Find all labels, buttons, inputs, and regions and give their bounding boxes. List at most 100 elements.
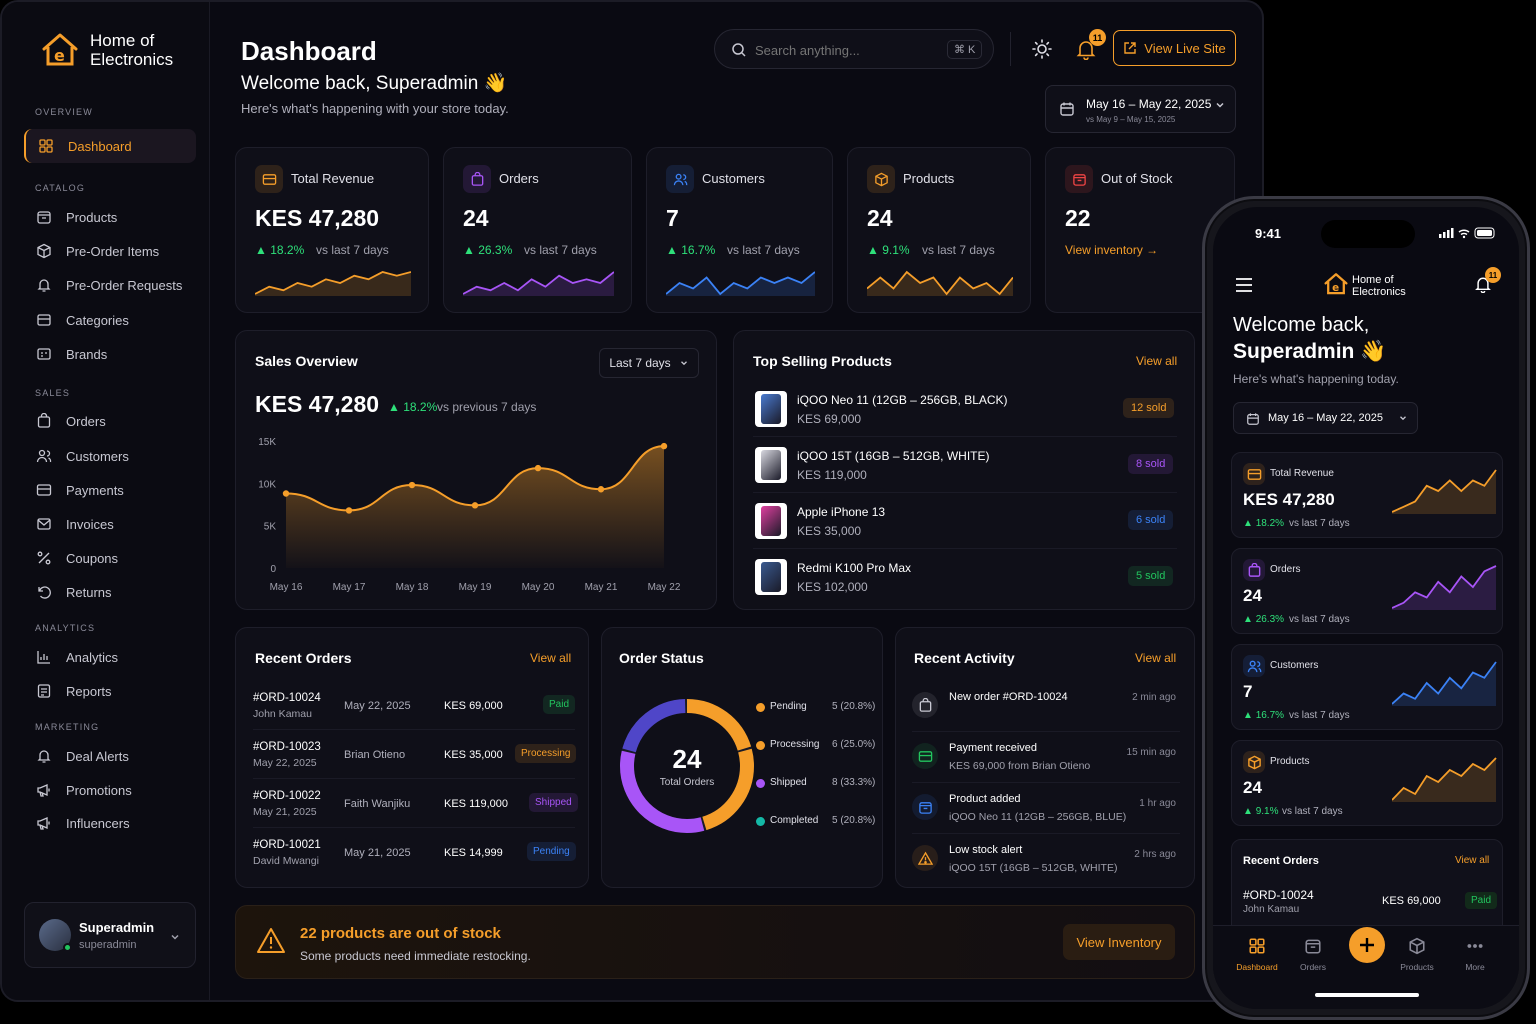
brand-logo[interactable]: e Home of Electronics bbox=[40, 30, 173, 70]
top-selling-view-all[interactable]: View all bbox=[1136, 354, 1178, 368]
doc-icon bbox=[37, 684, 51, 698]
sun-icon[interactable] bbox=[1031, 38, 1053, 60]
tab-dashboard[interactable]: Dashboard bbox=[1221, 937, 1293, 972]
sidebar-item-deal-alerts[interactable]: Deal Alerts bbox=[24, 739, 196, 773]
bell-icon[interactable] bbox=[1075, 38, 1097, 60]
top-product-row[interactable]: Redmi K100 Pro Max KES 102,000 5 sold bbox=[753, 555, 1177, 605]
sold-badge: 6 sold bbox=[1128, 510, 1174, 530]
sidebar-item-label: Influencers bbox=[66, 815, 130, 831]
range-select[interactable]: Last 7 days bbox=[599, 348, 699, 378]
search-input[interactable] bbox=[755, 40, 935, 60]
activity-view-all[interactable]: View all bbox=[1135, 651, 1177, 665]
sparkline-line bbox=[867, 270, 1013, 296]
percent-icon bbox=[37, 551, 51, 565]
activity-item[interactable]: Payment received KES 69,000 from Brian Ot… bbox=[912, 735, 1180, 783]
order-row[interactable]: #ORD-10021 David Mwangi May 21, 2025 KES 14… bbox=[253, 831, 576, 877]
phone-orders-view-all[interactable]: View all bbox=[1455, 855, 1490, 866]
x-tick-label: May 21 bbox=[585, 582, 618, 593]
activity-time: 15 min ago bbox=[1126, 747, 1176, 758]
order-row[interactable]: #ORD-10024 John Kamau May 22, 2025 KES 69,0… bbox=[253, 684, 576, 730]
sales-point bbox=[597, 486, 605, 493]
sparkline-area bbox=[1392, 662, 1496, 706]
x-tick-label: May 19 bbox=[459, 582, 492, 593]
view-inventory-link[interactable]: View inventory → bbox=[1065, 243, 1159, 257]
sidebar-item-pre-order-items[interactable]: Pre-Order Items bbox=[24, 234, 196, 268]
tab-label: Products bbox=[1400, 962, 1434, 972]
phone-image bbox=[761, 562, 781, 592]
chart-icon bbox=[37, 651, 50, 664]
donut-total: 24 bbox=[672, 744, 702, 774]
sidebar-item-pre-order-requests[interactable]: Pre-Order Requests bbox=[24, 268, 196, 302]
kpi-sparkline bbox=[666, 271, 815, 296]
search-box[interactable]: ⌘ K bbox=[714, 29, 994, 69]
sidebar-item-label: Returns bbox=[66, 584, 112, 600]
home-indicator bbox=[1315, 993, 1419, 997]
sidebar-item-payments[interactable]: Payments bbox=[24, 473, 196, 507]
sidebar-item-orders[interactable]: Orders bbox=[24, 404, 196, 438]
calendar-icon bbox=[1247, 413, 1259, 425]
product-name: Redmi K100 Pro Max bbox=[797, 561, 912, 575]
view-inventory-button[interactable]: View Inventory bbox=[1063, 924, 1175, 960]
kpi-card-customers: Customers 7 ▲ 16.7% vs last 7 days bbox=[646, 147, 833, 313]
top-product-row[interactable]: Apple iPhone 13 KES 35,000 6 sold bbox=[753, 499, 1177, 549]
date-range-picker[interactable]: May 16 – May 22, 2025 vs May 9 – May 15,… bbox=[1045, 85, 1236, 133]
section-sales: SALES bbox=[35, 388, 71, 398]
tab-label: Dashboard bbox=[1236, 962, 1278, 972]
sidebar-item-analytics[interactable]: Analytics bbox=[24, 640, 196, 674]
users-icon bbox=[673, 173, 687, 185]
x-tick-label: May 18 bbox=[396, 582, 429, 593]
activity-title: Payment received bbox=[949, 742, 1038, 754]
sidebar-item-influencers[interactable]: Influencers bbox=[24, 806, 196, 840]
sidebar-item-customers[interactable]: Customers bbox=[24, 439, 196, 473]
tab-orders[interactable]: Orders bbox=[1277, 937, 1349, 972]
sidebar-item-reports[interactable]: Reports bbox=[24, 674, 196, 708]
sidebar-item-returns[interactable]: Returns bbox=[24, 575, 196, 609]
sales-total: KES 47,280 bbox=[255, 391, 380, 417]
megaphone-icon bbox=[37, 817, 50, 830]
sidebar-item-invoices[interactable]: Invoices bbox=[24, 507, 196, 541]
tab-products[interactable]: Products bbox=[1381, 937, 1453, 972]
phone-kpi-sparkline bbox=[1392, 757, 1497, 802]
top-product-row[interactable]: iQOO 15T (16GB – 512GB, WHITE) KES 119,00… bbox=[753, 443, 1177, 493]
legend-label: Shipped bbox=[770, 777, 807, 788]
cube-icon bbox=[1409, 937, 1425, 955]
user-handle: superadmin bbox=[79, 939, 137, 951]
phone-kpi-sparkline bbox=[1392, 661, 1497, 706]
sidebar-item-coupons[interactable]: Coupons bbox=[24, 541, 196, 575]
warn-icon bbox=[917, 851, 933, 865]
kpi-card-orders: Orders 24 ▲ 26.3% vs last 7 days bbox=[443, 147, 632, 313]
user-menu[interactable]: Superadmin superadmin bbox=[24, 902, 196, 968]
view-live-site-button[interactable]: View Live Site bbox=[1113, 30, 1236, 66]
order-row[interactable]: #ORD-10022 May 21, 2025 Faith Wanjiku KES 1… bbox=[253, 782, 578, 828]
kpi-value: KES 47,280 bbox=[255, 205, 380, 231]
recent-orders-view-all[interactable]: View all bbox=[530, 651, 572, 665]
activity-item[interactable]: New order #ORD-10024 2 min ago bbox=[912, 684, 1180, 732]
phone-kpi-value: 24 bbox=[1243, 778, 1262, 797]
order-amount: KES 119,000 bbox=[444, 798, 509, 810]
tab-more[interactable]: More bbox=[1439, 937, 1511, 972]
kpi-title: Total Revenue bbox=[291, 171, 375, 186]
external-link-icon bbox=[1124, 42, 1136, 54]
y-tick-label: 5K bbox=[264, 522, 277, 533]
date-compare: vs May 9 – May 15, 2025 bbox=[1086, 115, 1176, 124]
activity-time: 2 hrs ago bbox=[1134, 849, 1176, 860]
sidebar-item-products[interactable]: Products bbox=[24, 200, 196, 234]
order-mid: May 21, 2025 bbox=[344, 847, 411, 859]
activity-sub: iQOO Neo 11 (12GB – 256GB, BLUE) bbox=[949, 811, 1127, 823]
sidebar-item-brands[interactable]: Brands bbox=[24, 337, 196, 371]
y-tick-label: 0 bbox=[270, 564, 276, 575]
phone-kpi-change: ▲ 9.1% bbox=[1243, 806, 1279, 817]
top-product-row[interactable]: iQOO Neo 11 (12GB – 256GB, BLACK) KES 69,… bbox=[753, 387, 1177, 437]
sidebar-item-categories[interactable]: Categories bbox=[24, 303, 196, 337]
menu-icon[interactable] bbox=[1235, 277, 1253, 293]
legend-dot bbox=[756, 779, 765, 788]
sidebar-item-promotions[interactable]: Promotions bbox=[24, 773, 196, 807]
phone-date-picker[interactable]: May 16 – May 22, 2025 bbox=[1233, 402, 1418, 434]
activity-item[interactable]: Low stock alert iQOO 15T (16GB – 512GB, W… bbox=[912, 837, 1180, 885]
cube-icon bbox=[1247, 755, 1261, 769]
add-button[interactable] bbox=[1349, 927, 1385, 963]
order-row[interactable]: #ORD-10023 May 22, 2025 Brian Otieno KES 35… bbox=[253, 733, 577, 779]
sidebar-item-dashboard[interactable]: Dashboard bbox=[24, 129, 196, 163]
activity-item[interactable]: Product added iQOO Neo 11 (12GB – 256GB, … bbox=[912, 786, 1180, 834]
sales-title: Sales Overview bbox=[255, 353, 358, 369]
